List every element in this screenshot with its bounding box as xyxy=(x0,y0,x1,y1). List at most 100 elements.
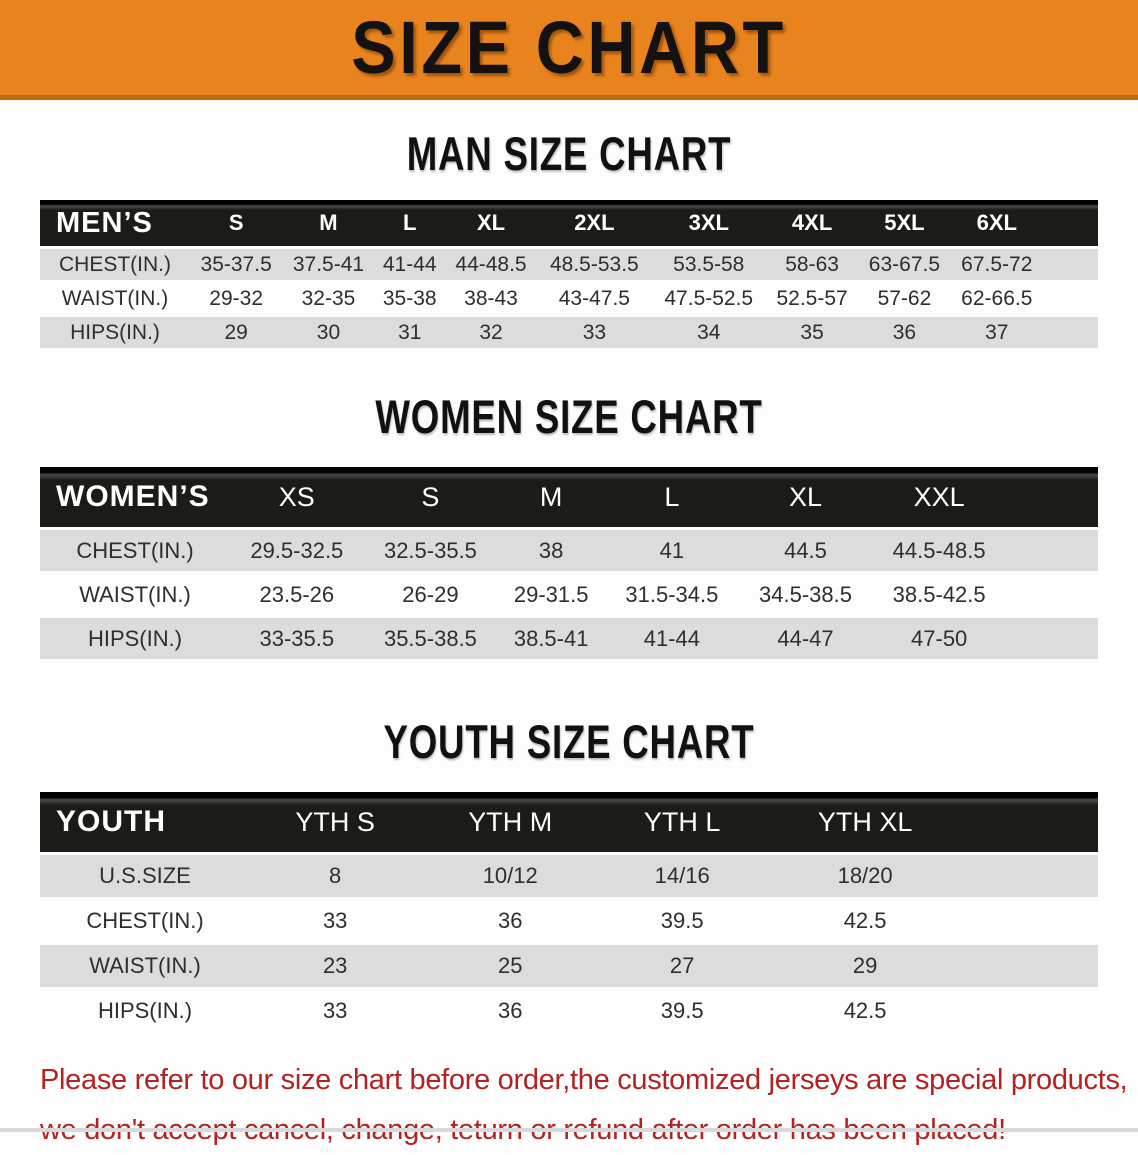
size-value: 39.5 xyxy=(600,900,765,942)
column-header: XL xyxy=(738,467,873,527)
row-label: U.S.SIZE xyxy=(40,855,250,897)
column-header: 5XL xyxy=(858,200,951,246)
size-value: 30 xyxy=(282,317,375,348)
size-value: 62-66.5 xyxy=(950,283,1043,314)
mens-size-table: MEN’S S M L XL 2XL 3XL 4XL 5XL 6XL CHEST(IN.) 35-37… xyxy=(40,197,1098,351)
size-value: 33 xyxy=(250,900,421,942)
spacer-cell xyxy=(966,990,1098,1032)
size-value: 34.5-38.5 xyxy=(738,574,873,615)
table-row: CHEST(IN.) 29.5-32.5 32.5-35.5 38 41 44.5 44.5… xyxy=(40,530,1098,571)
column-header: 2XL xyxy=(537,200,652,246)
disclaimer: Please refer to our size chart before or… xyxy=(40,1055,1138,1155)
size-value: 36 xyxy=(420,990,601,1032)
size-value: 23.5-26 xyxy=(230,574,364,615)
size-value: 44-47 xyxy=(738,618,873,659)
row-label: CHEST(IN.) xyxy=(40,249,190,280)
table-row: CHEST(IN.) 35-37.5 37.5-41 41-44 44-48.5 48.5… xyxy=(40,249,1098,280)
size-value: 44.5-48.5 xyxy=(872,530,1006,571)
column-header: L xyxy=(374,200,445,246)
size-value: 48.5-53.5 xyxy=(537,249,652,280)
size-value: 37 xyxy=(950,317,1043,348)
size-value: 36 xyxy=(420,900,601,942)
spacer-cell xyxy=(1006,530,1098,571)
column-header: L xyxy=(605,467,739,527)
size-value: 29-31.5 xyxy=(497,574,606,615)
size-value: 52.5-57 xyxy=(765,283,859,314)
column-header: 6XL xyxy=(950,200,1043,246)
size-value: 38.5-42.5 xyxy=(872,574,1006,615)
table-header-label: MEN’S xyxy=(40,200,190,246)
banner-title: SIZE CHART xyxy=(351,6,787,89)
size-value: 33 xyxy=(250,990,421,1032)
row-label: HIPS(IN.) xyxy=(40,618,230,659)
size-value: 35 xyxy=(765,317,859,348)
row-label: CHEST(IN.) xyxy=(40,900,250,942)
section-mens: MAN SIZE CHART MEN’S S M L XL 2XL 3XL 4XL 5XL 6XL C… xyxy=(0,126,1138,351)
size-value: 32-35 xyxy=(282,283,375,314)
size-value: 44-48.5 xyxy=(444,249,538,280)
size-value: 58-63 xyxy=(765,249,859,280)
column-header: 3XL xyxy=(651,200,766,246)
size-value: 27 xyxy=(600,945,765,987)
size-value: 38 xyxy=(497,530,606,571)
table-row: HIPS(IN.) 29 30 31 32 33 34 35 36 37 xyxy=(40,317,1098,348)
table-row: HIPS(IN.) 33 36 39.5 42.5 xyxy=(40,990,1098,1032)
table-row: CHEST(IN.) 33 36 39.5 42.5 xyxy=(40,900,1098,942)
size-value: 18/20 xyxy=(764,855,966,897)
womens-size-table: WOMEN’S XS S M L XL XXL CHEST(IN.) 29.5-32.5 32.5… xyxy=(40,464,1098,662)
size-value: 39.5 xyxy=(600,990,765,1032)
size-value: 29 xyxy=(764,945,966,987)
table-row: U.S.SIZE 8 10/12 14/16 18/20 xyxy=(40,855,1098,897)
section-womens: WOMEN SIZE CHART WOMEN’S XS S M L XL XXL CHEST(I… xyxy=(0,389,1138,662)
size-value: 67.5-72 xyxy=(950,249,1043,280)
size-value: 42.5 xyxy=(764,990,966,1032)
section-heading: WOMEN SIZE CHART xyxy=(375,390,763,443)
section-heading: MAN SIZE CHART xyxy=(406,127,732,180)
bottom-edge-line xyxy=(0,1128,1138,1132)
spacer-cell xyxy=(966,855,1098,897)
spacer-cell xyxy=(1006,618,1098,659)
spacer-cell xyxy=(966,945,1098,987)
table-row: WAIST(IN.) 23 25 27 29 xyxy=(40,945,1098,987)
banner: SIZE CHART xyxy=(0,0,1138,100)
column-header: XS xyxy=(230,467,364,527)
size-value: 53.5-58 xyxy=(651,249,766,280)
spacer-cell xyxy=(966,792,1098,852)
spacer-cell xyxy=(1006,574,1098,615)
size-value: 35.5-38.5 xyxy=(363,618,498,659)
spacer-cell xyxy=(1043,200,1098,246)
column-header: YTH M xyxy=(420,792,601,852)
size-value: 32.5-35.5 xyxy=(363,530,498,571)
row-label: WAIST(IN.) xyxy=(40,574,230,615)
size-value: 32 xyxy=(444,317,538,348)
table-row: WAIST(IN.) 29-32 32-35 35-38 38-43 43-47.5 47.… xyxy=(40,283,1098,314)
column-header: S xyxy=(363,467,498,527)
size-value: 43-47.5 xyxy=(537,283,652,314)
size-value: 29 xyxy=(190,317,283,348)
size-value: 44.5 xyxy=(738,530,873,571)
spacer-cell xyxy=(1043,283,1098,314)
header-row: MEN’S S M L XL 2XL 3XL 4XL 5XL 6XL xyxy=(40,200,1098,246)
size-value: 31 xyxy=(374,317,445,348)
row-label: HIPS(IN.) xyxy=(40,317,190,348)
size-value: 37.5-41 xyxy=(282,249,375,280)
size-value: 23 xyxy=(250,945,421,987)
column-header: M xyxy=(497,467,606,527)
size-value: 33-35.5 xyxy=(230,618,364,659)
header-row: YOUTH YTH S YTH M YTH L YTH XL xyxy=(40,792,1098,852)
size-value: 38.5-41 xyxy=(497,618,606,659)
size-chart-sections: MAN SIZE CHART MEN’S S M L XL 2XL 3XL 4XL 5XL 6XL C… xyxy=(0,126,1138,1035)
size-value: 14/16 xyxy=(600,855,765,897)
column-header: YTH L xyxy=(600,792,765,852)
size-value: 8 xyxy=(250,855,421,897)
column-header: XXL xyxy=(872,467,1006,527)
size-value: 38-43 xyxy=(444,283,538,314)
column-header: YTH S xyxy=(250,792,421,852)
header-row: WOMEN’S XS S M L XL XXL xyxy=(40,467,1098,527)
size-value: 25 xyxy=(420,945,601,987)
size-value: 42.5 xyxy=(764,900,966,942)
column-header: XL xyxy=(444,200,538,246)
size-value: 34 xyxy=(651,317,766,348)
size-value: 57-62 xyxy=(858,283,951,314)
column-header: YTH XL xyxy=(764,792,966,852)
